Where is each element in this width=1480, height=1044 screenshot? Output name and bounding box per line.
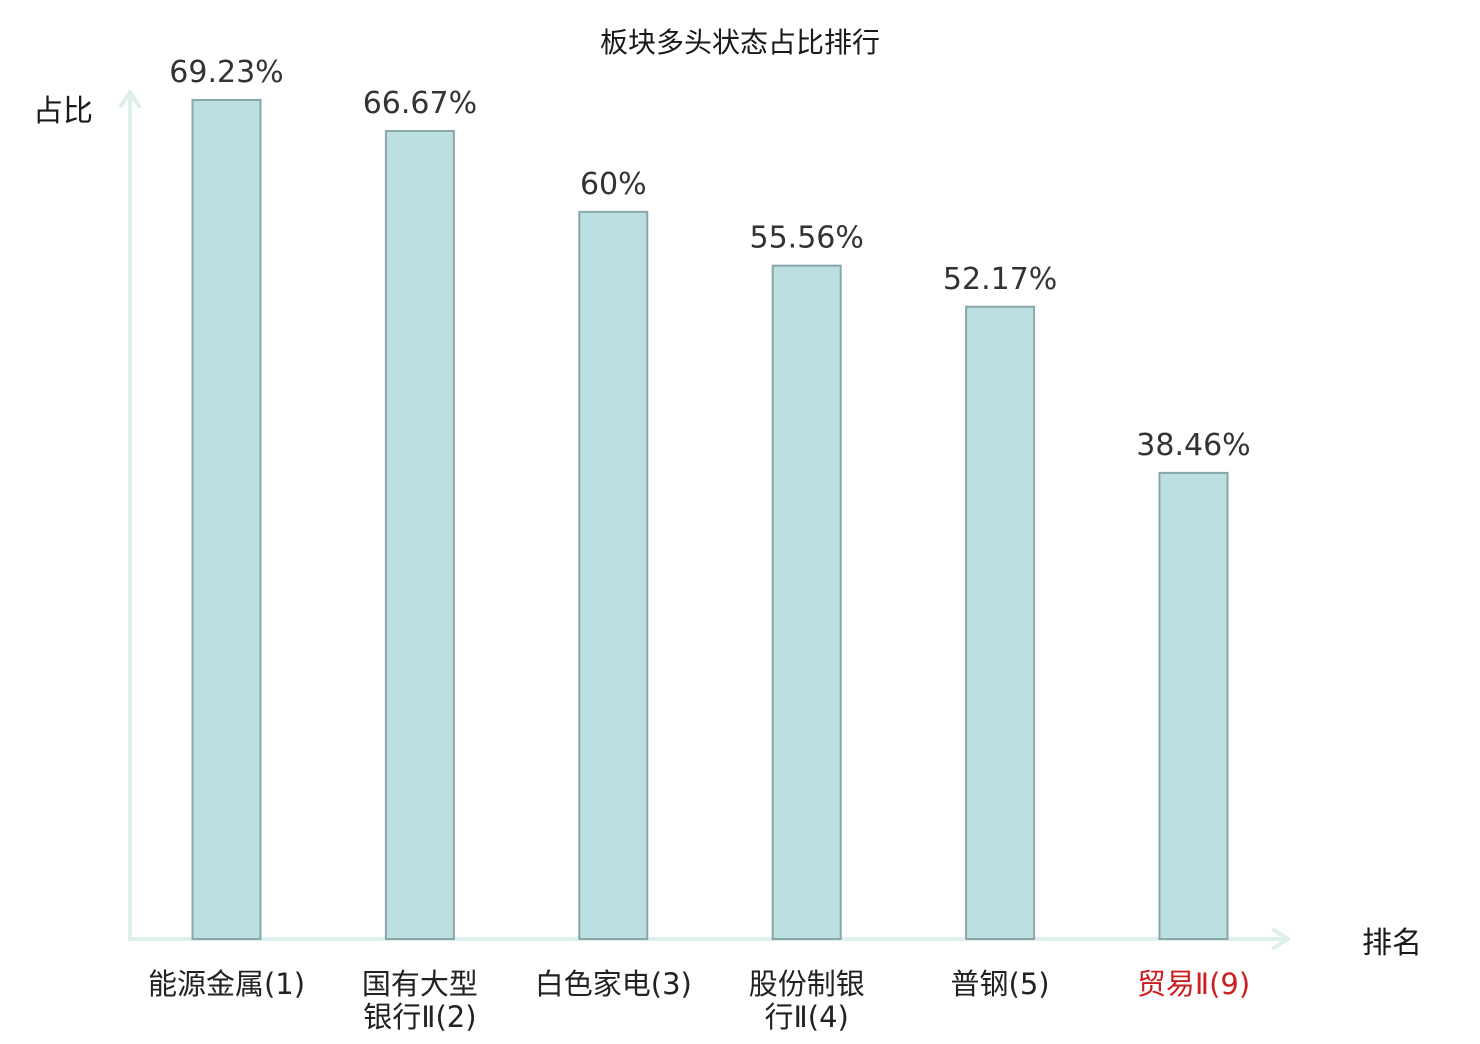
x-tick-label: 能源金属(1) xyxy=(148,967,305,1001)
value-labels-group: 69.23% 66.67% 60% 55.56% 52.17% 38.46% xyxy=(169,55,1250,463)
bar-value-label: 52.17% xyxy=(943,262,1057,297)
chart-title: 板块多头状态占比排行 xyxy=(600,26,880,59)
bars-group xyxy=(191,99,1229,940)
x-tick-label-line: 股份制银 xyxy=(749,967,865,1001)
bar xyxy=(965,305,1036,940)
x-tick-label: 普钢(5) xyxy=(951,967,1050,1001)
bar-value-label: 60% xyxy=(580,167,647,202)
bar-value-label: 69.23% xyxy=(169,55,283,90)
bar-value-label: 55.56% xyxy=(750,221,864,256)
x-tick-label: 贸易Ⅱ(9) xyxy=(1137,967,1250,1001)
x-axis-arrow xyxy=(1272,928,1290,950)
x-tick-label-line: 国有大型 xyxy=(362,967,478,1001)
bar xyxy=(191,99,262,940)
bar xyxy=(771,264,842,940)
x-tick-labels-group: 能源金属(1) 国有大型银行Ⅱ(2) 白色家电(3) 股份制银行Ⅱ(4) 普钢(5) 贸易… xyxy=(148,967,1250,1034)
x-tick-label-line: 普钢(5) xyxy=(951,967,1050,1001)
x-tick-label: 白色家电(3) xyxy=(535,967,692,1001)
y-axis-label: 占比 xyxy=(33,94,93,129)
bar xyxy=(384,130,455,940)
x-tick-label-line: 行Ⅱ(4) xyxy=(765,1000,849,1034)
x-tick-label: 股份制银行Ⅱ(4) xyxy=(749,967,865,1034)
bar xyxy=(578,210,649,940)
x-tick-label-line: 贸易Ⅱ(9) xyxy=(1137,967,1250,1001)
x-tick-label-line: 银行Ⅱ(2) xyxy=(363,1000,476,1034)
bar-value-label: 66.67% xyxy=(363,86,477,121)
x-tick-label-line: 能源金属(1) xyxy=(148,967,305,1001)
x-tick-label-line: 白色家电(3) xyxy=(535,967,692,1001)
x-axis-label: 排名 xyxy=(1362,926,1422,961)
bar xyxy=(1158,471,1229,940)
bar-value-label: 38.46% xyxy=(1136,428,1250,463)
x-tick-label: 国有大型银行Ⅱ(2) xyxy=(362,967,478,1034)
axes xyxy=(119,90,1290,950)
y-axis-arrow xyxy=(119,90,141,108)
